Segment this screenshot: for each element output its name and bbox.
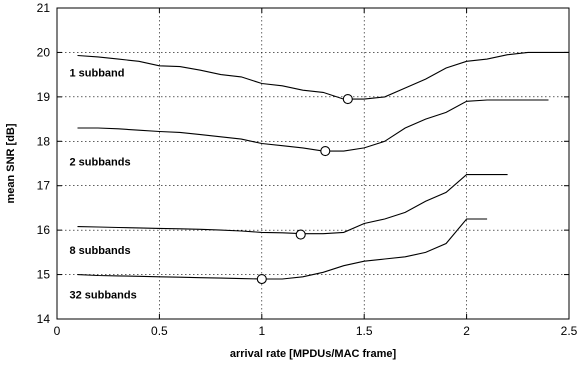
y-tick-label: 14 [37,312,51,326]
series-labels: 1 subband 2 subbands 8 subbands 32 subbands [69,67,136,301]
chart-series [77,51,569,280]
x-tick-label: 0 [54,324,61,338]
series-line-0 [77,51,569,100]
axis-tick-labels: 0 0.5 1 1.5 2 2.5 14 15 16 17 18 19 20 21 [37,1,578,338]
y-tick-label: 16 [37,223,51,237]
x-tick-label: 1 [258,324,265,338]
x-axis-label: arrival rate [MPDUs/MAC frame] [230,348,397,360]
axis-ticks [56,7,570,320]
series-label-2: 8 subbands [69,245,130,257]
y-tick-label: 17 [37,179,51,193]
x-tick-label: 2 [463,324,470,338]
y-tick-label: 15 [37,268,51,282]
chart-grid [57,8,569,319]
y-tick-label: 20 [37,45,51,59]
series-label-3: 32 subbands [69,290,136,302]
plot-frame [56,7,570,320]
x-tick-label: 0.5 [151,324,168,338]
series-marker-0 [342,94,353,105]
x-tick-label: 1.5 [356,324,373,338]
x-tick-label: 2.5 [561,324,578,338]
series-marker-1 [320,146,331,157]
series-line-2 [77,174,508,235]
y-axis-label: mean SNR [dB] [5,123,17,203]
series-label-1: 2 subbands [69,156,130,168]
series-label-0: 1 subband [69,67,124,79]
series-line-1 [77,99,549,152]
series-marker-2 [295,229,306,240]
chart-markers [256,94,353,285]
series-marker-3 [256,273,267,285]
y-tick-label: 18 [37,134,51,148]
series-line-3 [77,218,488,280]
y-tick-label: 19 [37,90,51,104]
y-tick-label: 21 [37,1,51,15]
